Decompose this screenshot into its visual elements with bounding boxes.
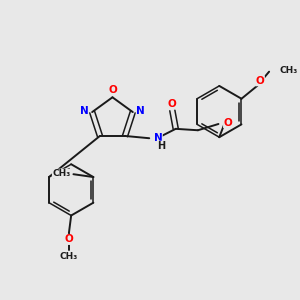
Text: N: N [136, 106, 145, 116]
Text: O: O [108, 85, 117, 95]
Text: O: O [224, 118, 232, 128]
Text: N: N [154, 133, 162, 143]
Text: CH₃: CH₃ [60, 252, 78, 261]
Text: CH₃: CH₃ [280, 66, 298, 75]
Text: CH₃: CH₃ [52, 169, 70, 178]
Text: N: N [80, 106, 88, 116]
Text: O: O [168, 99, 177, 109]
Text: H: H [157, 141, 165, 151]
Text: O: O [64, 234, 73, 244]
Text: O: O [256, 76, 264, 86]
